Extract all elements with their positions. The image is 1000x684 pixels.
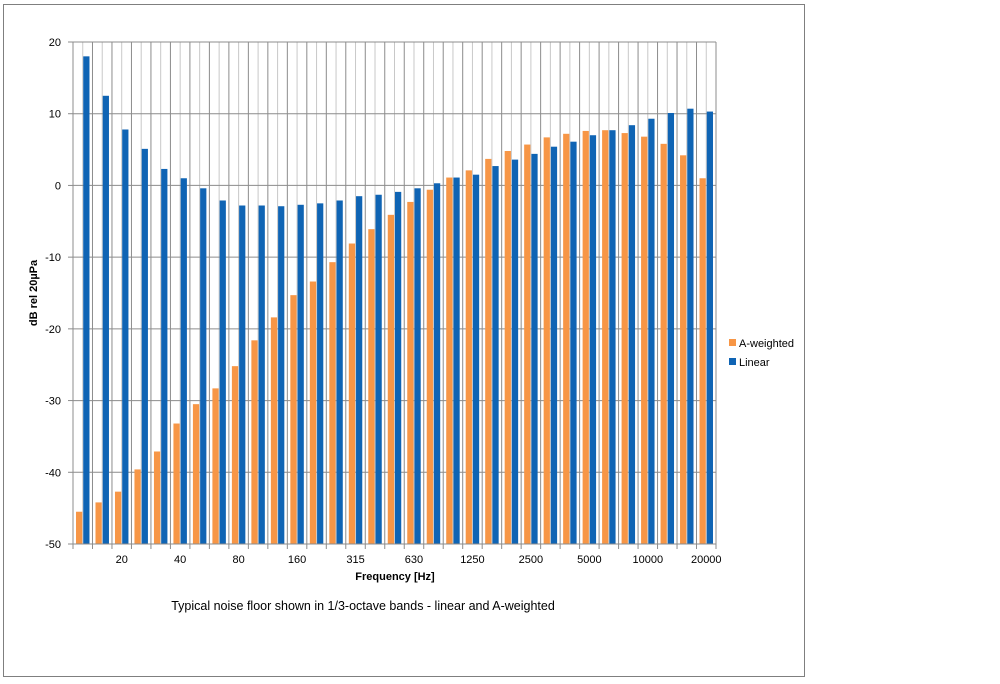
y-tick-label: -50 bbox=[45, 539, 61, 551]
bar-a-weighted-2000 bbox=[504, 151, 511, 544]
bar-a-weighted-3150 bbox=[543, 137, 550, 544]
bar-a-weighted-100 bbox=[251, 340, 258, 544]
bar-a-weighted-40 bbox=[173, 423, 180, 544]
bar-linear-12_5 bbox=[83, 56, 90, 544]
bar-a-weighted-12_5 bbox=[76, 511, 83, 544]
bar-linear-630 bbox=[414, 188, 421, 544]
axes bbox=[68, 41, 717, 549]
bar-linear-800 bbox=[433, 183, 441, 544]
x-tick-label: 80 bbox=[232, 554, 244, 566]
bar-linear-100 bbox=[258, 205, 265, 544]
bar-linear-2500 bbox=[531, 153, 538, 545]
bar-a-weighted-500 bbox=[387, 214, 394, 544]
bar-linear-160 bbox=[297, 204, 304, 544]
bar-linear-20 bbox=[122, 129, 129, 544]
x-tick-label: 5000 bbox=[577, 554, 601, 566]
bar-linear-4000 bbox=[570, 141, 577, 544]
bar-a-weighted-400 bbox=[368, 229, 375, 544]
bar-linear-12500 bbox=[667, 112, 675, 545]
y-tick-label: -30 bbox=[45, 396, 61, 408]
bar-a-weighted-16000 bbox=[680, 155, 687, 544]
bar-linear-16000 bbox=[687, 108, 694, 545]
y-tick-label: -20 bbox=[45, 324, 61, 336]
bar-linear-125 bbox=[278, 206, 285, 544]
bar-linear-250 bbox=[336, 200, 343, 544]
bar-linear-400 bbox=[375, 194, 382, 544]
x-tick-label: 2500 bbox=[519, 554, 543, 566]
y-tick-labels: 20 10 0 -10 -20 -30 -40 -50 bbox=[45, 37, 61, 551]
y-tick-label: -10 bbox=[45, 252, 61, 264]
bar-linear-1250 bbox=[472, 174, 480, 544]
bar-a-weighted-25 bbox=[134, 469, 141, 544]
x-axis-title: Frequency [Hz] bbox=[355, 571, 435, 583]
bar-linear-16 bbox=[102, 95, 109, 545]
y-axis-title: dB rel 20µPa bbox=[28, 259, 40, 326]
bar-a-weighted-2500 bbox=[524, 144, 531, 544]
bar-a-weighted-16 bbox=[95, 502, 102, 544]
bar-a-weighted-1600 bbox=[485, 158, 492, 544]
bar-a-weighted-800 bbox=[426, 189, 433, 544]
bar-linear-1000 bbox=[453, 177, 460, 545]
bar-a-weighted-250 bbox=[329, 262, 336, 544]
x-tick-label: 20000 bbox=[691, 554, 722, 566]
x-tick-label: 1250 bbox=[460, 554, 484, 566]
y-tick-label: 10 bbox=[49, 109, 61, 121]
bars bbox=[76, 56, 713, 545]
gridlines bbox=[72, 41, 717, 545]
bar-a-weighted-8000 bbox=[621, 133, 628, 544]
bar-a-weighted-20 bbox=[114, 491, 122, 544]
bar-linear-6300 bbox=[609, 130, 616, 545]
x-tick-label: 20 bbox=[116, 554, 128, 566]
bar-linear-315 bbox=[356, 196, 363, 544]
y-tick-label: -40 bbox=[45, 467, 61, 479]
y-tick-label: 0 bbox=[55, 180, 61, 192]
legend: A-weighted Linear bbox=[729, 338, 794, 369]
bar-a-weighted-10000 bbox=[641, 136, 648, 545]
bar-linear-50 bbox=[200, 188, 207, 544]
bar-a-weighted-5000 bbox=[582, 130, 589, 544]
bar-linear-500 bbox=[395, 191, 402, 544]
bar-a-weighted-63 bbox=[212, 388, 219, 544]
bar-a-weighted-6300 bbox=[602, 130, 609, 545]
bar-linear-200 bbox=[317, 203, 324, 544]
bar-linear-25 bbox=[141, 148, 148, 544]
x-tick-label: 40 bbox=[174, 554, 186, 566]
bar-linear-2000 bbox=[511, 159, 519, 544]
bar-a-weighted-31_5 bbox=[153, 451, 161, 544]
bar-a-weighted-315 bbox=[348, 243, 356, 544]
bar-linear-80 bbox=[239, 205, 246, 544]
x-tick-label: 10000 bbox=[633, 554, 664, 566]
legend-label-linear: Linear bbox=[739, 357, 770, 369]
bar-linear-20000 bbox=[706, 111, 713, 544]
bar-linear-1600 bbox=[492, 166, 499, 544]
legend-swatch-linear bbox=[729, 358, 736, 365]
bar-linear-10000 bbox=[648, 118, 655, 544]
bar-linear-5000 bbox=[589, 135, 597, 544]
bar-a-weighted-125 bbox=[270, 317, 278, 544]
bar-a-weighted-50 bbox=[192, 404, 200, 544]
bar-linear-31_5 bbox=[161, 168, 168, 545]
bar-a-weighted-12500 bbox=[660, 143, 667, 544]
legend-swatch-a-weighted bbox=[729, 339, 736, 346]
chart-caption: Typical noise floor shown in 1/3-octave … bbox=[171, 599, 555, 613]
x-tick-label: 315 bbox=[346, 554, 364, 566]
bar-a-weighted-1000 bbox=[446, 177, 453, 545]
legend-label-a-weighted: A-weighted bbox=[739, 338, 794, 350]
bar-a-weighted-1250 bbox=[465, 170, 472, 544]
bar-linear-40 bbox=[180, 178, 187, 544]
bar-a-weighted-4000 bbox=[563, 133, 570, 544]
bar-linear-3150 bbox=[550, 146, 558, 544]
x-tick-label: 160 bbox=[288, 554, 306, 566]
bar-linear-63 bbox=[219, 200, 226, 544]
y-tick-label: 20 bbox=[49, 37, 61, 49]
bar-a-weighted-80 bbox=[231, 366, 239, 544]
bar-a-weighted-20000 bbox=[699, 178, 706, 544]
x-tick-label: 630 bbox=[405, 554, 423, 566]
bar-a-weighted-630 bbox=[407, 201, 414, 544]
bar-a-weighted-200 bbox=[309, 281, 317, 544]
bar-linear-8000 bbox=[628, 125, 636, 544]
bar-a-weighted-160 bbox=[290, 295, 297, 544]
x-tick-labels: 20 40 80 160 315 630 1250 2500 5000 10000 20000 bbox=[116, 554, 722, 566]
